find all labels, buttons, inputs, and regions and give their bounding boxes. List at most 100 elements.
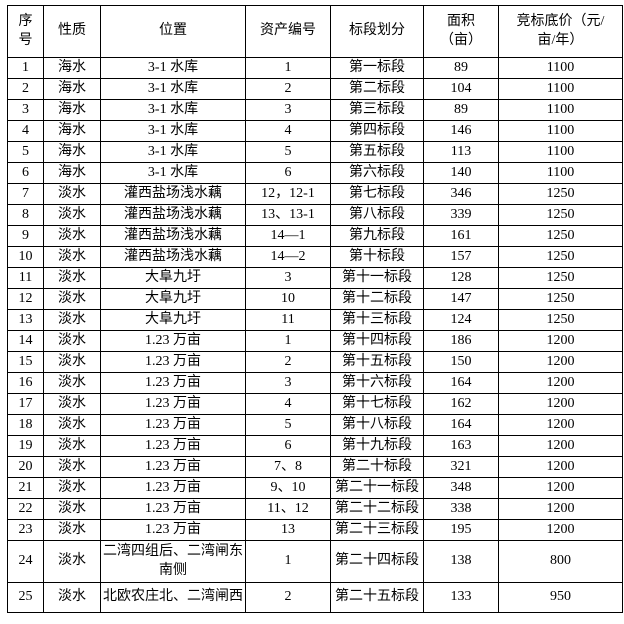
- table-cell-base-price: 1250: [498, 246, 623, 268]
- table-cell-section: 第八标段: [330, 204, 424, 226]
- table-cell-location: 3-1 水库: [100, 120, 246, 142]
- table-cell-base-price: 1250: [498, 309, 623, 331]
- table-cell-nature: 淡水: [43, 519, 101, 541]
- table-cell-section: 第十四标段: [330, 330, 424, 352]
- table-cell-asset-no: 5: [245, 141, 331, 163]
- table-cell-location: 1.23 万亩: [100, 456, 246, 478]
- table-body: 1 海水 3-1 水库 1 第一标段 89 1100 2 海水 3-1 水库 2 第二标段 104 110…: [7, 57, 623, 613]
- table-cell-section: 第十二标段: [330, 288, 424, 310]
- table-cell-base-price: 1200: [498, 519, 623, 541]
- table-cell-area: 346: [423, 183, 499, 205]
- table-cell-location: 1.23 万亩: [100, 477, 246, 499]
- table-cell-asset-no: 7、8: [245, 456, 331, 478]
- table-cell-asset-no: 11、12: [245, 498, 331, 520]
- table-cell-section: 第十五标段: [330, 351, 424, 373]
- table-cell-asset-no: 14—1: [245, 225, 331, 247]
- table-cell-section: 第九标段: [330, 225, 424, 247]
- column-header-asset-no: 资产编号: [245, 5, 331, 58]
- table-cell-base-price: 1250: [498, 288, 623, 310]
- table-cell-section: 第十八标段: [330, 414, 424, 436]
- table-cell-nature: 淡水: [43, 246, 101, 268]
- table-cell-location: 1.23 万亩: [100, 351, 246, 373]
- table-cell-location: 1.23 万亩: [100, 393, 246, 415]
- table-cell-asset-no: 3: [245, 99, 331, 121]
- table-cell-serial: 7: [7, 183, 44, 205]
- table-cell-section: 第十九标段: [330, 435, 424, 457]
- table-cell-area: 157: [423, 246, 499, 268]
- table-row: 21 淡水 1.23 万亩 9、10 第二十一标段 348 1200: [7, 477, 623, 499]
- table-cell-section: 第二十四标段: [330, 540, 424, 583]
- table-cell-area: 186: [423, 330, 499, 352]
- table-cell-location: 3-1 水库: [100, 78, 246, 100]
- table-cell-serial: 1: [7, 57, 44, 79]
- column-header-base-price: 竞标底价（元/ 亩/年）: [498, 5, 623, 58]
- column-header-section: 标段划分: [330, 5, 424, 58]
- table-cell-serial: 8: [7, 204, 44, 226]
- table-row: 4 海水 3-1 水库 4 第四标段 146 1100: [7, 120, 623, 142]
- table-cell-location: 灌西盐场浅水藕: [100, 225, 246, 247]
- table-cell-base-price: 1250: [498, 204, 623, 226]
- table-cell-base-price: 1100: [498, 57, 623, 79]
- table-cell-base-price: 1200: [498, 456, 623, 478]
- table-cell-base-price: 1200: [498, 330, 623, 352]
- table-cell-asset-no: 3: [245, 267, 331, 289]
- table-cell-base-price: 950: [498, 582, 623, 613]
- table-row: 12 淡水 大阜九圩 10 第十二标段 147 1250: [7, 288, 623, 310]
- table-cell-nature: 淡水: [43, 582, 101, 613]
- table-cell-location: 1.23 万亩: [100, 498, 246, 520]
- table-cell-nature: 淡水: [43, 351, 101, 373]
- table-cell-serial: 15: [7, 351, 44, 373]
- table-cell-asset-no: 2: [245, 78, 331, 100]
- table-cell-serial: 6: [7, 162, 44, 184]
- table-cell-area: 338: [423, 498, 499, 520]
- table-cell-nature: 淡水: [43, 183, 101, 205]
- table-cell-serial: 3: [7, 99, 44, 121]
- table-cell-asset-no: 12，12-1: [245, 183, 331, 205]
- table-cell-serial: 23: [7, 519, 44, 541]
- table-cell-base-price: 1200: [498, 435, 623, 457]
- table-cell-location: 3-1 水库: [100, 141, 246, 163]
- table-row: 9 淡水 灌西盐场浅水藕 14—1 第九标段 161 1250: [7, 225, 623, 247]
- table-cell-nature: 淡水: [43, 309, 101, 331]
- table-cell-asset-no: 1: [245, 540, 331, 583]
- table-cell-area: 113: [423, 141, 499, 163]
- table-cell-area: 161: [423, 225, 499, 247]
- table-row: 5 海水 3-1 水库 5 第五标段 113 1100: [7, 141, 623, 163]
- table-cell-area: 104: [423, 78, 499, 100]
- table-cell-nature: 淡水: [43, 540, 101, 583]
- table-cell-section: 第二十二标段: [330, 498, 424, 520]
- table-row: 24 淡水 二湾四组后、二湾闸东南侧 1 第二十四标段 138 800: [7, 540, 623, 583]
- column-header-location: 位置: [100, 5, 246, 58]
- table-cell-asset-no: 1: [245, 330, 331, 352]
- table-cell-location: 3-1 水库: [100, 99, 246, 121]
- table-cell-nature: 淡水: [43, 372, 101, 394]
- table-cell-location: 灌西盐场浅水藕: [100, 183, 246, 205]
- table-row: 19 淡水 1.23 万亩 6 第十九标段 163 1200: [7, 435, 623, 457]
- table-row: 6 海水 3-1 水库 6 第六标段 140 1100: [7, 162, 623, 184]
- table-cell-serial: 22: [7, 498, 44, 520]
- table-cell-area: 339: [423, 204, 499, 226]
- table-cell-serial: 16: [7, 372, 44, 394]
- table-cell-serial: 10: [7, 246, 44, 268]
- table-header: 序 号 性质 位置 资产编号 标段划分 面积 （亩） 竞标底价（元/ 亩/年）: [7, 5, 623, 58]
- table-cell-section: 第二十一标段: [330, 477, 424, 499]
- table-cell-location: 二湾四组后、二湾闸东南侧: [100, 540, 246, 583]
- table-row: 11 淡水 大阜九圩 3 第十一标段 128 1250: [7, 267, 623, 289]
- table-cell-base-price: 1100: [498, 99, 623, 121]
- table-cell-location: 1.23 万亩: [100, 414, 246, 436]
- table-cell-asset-no: 2: [245, 351, 331, 373]
- table-row: 20 淡水 1.23 万亩 7、8 第二十标段 321 1200: [7, 456, 623, 478]
- table-cell-section: 第一标段: [330, 57, 424, 79]
- table-cell-area: 150: [423, 351, 499, 373]
- table-cell-area: 124: [423, 309, 499, 331]
- table-cell-base-price: 1100: [498, 120, 623, 142]
- table-cell-base-price: 1250: [498, 267, 623, 289]
- table-cell-section: 第十一标段: [330, 267, 424, 289]
- table-row: 14 淡水 1.23 万亩 1 第十四标段 186 1200: [7, 330, 623, 352]
- table-cell-section: 第十三标段: [330, 309, 424, 331]
- table-cell-base-price: 1200: [498, 477, 623, 499]
- table-cell-area: 164: [423, 372, 499, 394]
- bid-sections-table: 序 号 性质 位置 资产编号 标段划分 面积 （亩） 竞标底价（元/ 亩/年） …: [7, 5, 623, 613]
- table-cell-serial: 13: [7, 309, 44, 331]
- table-cell-area: 163: [423, 435, 499, 457]
